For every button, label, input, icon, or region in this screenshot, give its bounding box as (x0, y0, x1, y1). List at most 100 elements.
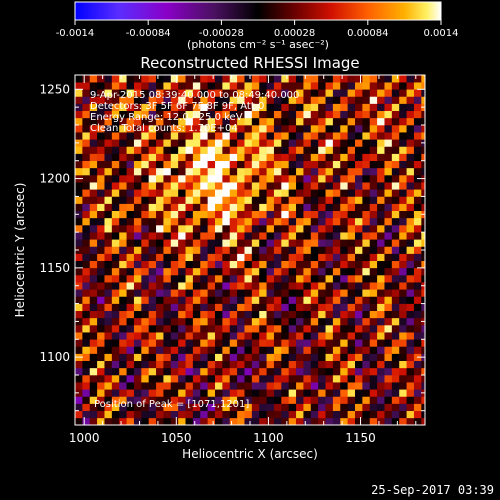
heatmap-cell (377, 132, 385, 140)
heatmap-cell (369, 160, 378, 169)
heatmap-cell (399, 396, 407, 404)
heatmap-cell (310, 175, 319, 183)
heatmap-cell (332, 317, 341, 326)
heatmap-cell (332, 375, 341, 383)
heatmap-cell (104, 417, 113, 425)
heatmap-cell (148, 360, 157, 369)
heatmap-cell (104, 375, 113, 383)
heatmap-cell (362, 217, 371, 226)
heatmap-cell (281, 103, 289, 112)
heatmap-cell (303, 82, 312, 90)
heatmap-cell (156, 382, 164, 390)
heatmap-cell (362, 267, 371, 276)
heatmap-cell (318, 217, 326, 226)
heatmap-cell (82, 239, 91, 247)
heatmap-cell (318, 317, 326, 326)
heatmap-cell (421, 396, 425, 404)
heatmap-cell (185, 275, 194, 283)
heatmap-cell (185, 403, 194, 412)
heatmap-cell (259, 96, 267, 104)
heatmap-cell (281, 367, 289, 376)
heatmap-cell (148, 167, 157, 176)
heatmap-cell (259, 175, 267, 183)
heatmap-cell (340, 260, 348, 269)
heatmap-cell (251, 410, 260, 419)
heatmap-cell (384, 82, 393, 90)
heatmap-cell (281, 289, 289, 297)
heatmap-cell (281, 310, 289, 319)
heatmap-cell (133, 275, 142, 283)
heatmap-cell (222, 139, 231, 147)
heatmap-cell (369, 360, 378, 369)
heatmap-cell (340, 96, 348, 104)
heatmap-cell (192, 210, 201, 219)
heatmap-cell (178, 367, 186, 376)
heatmap-cell (251, 103, 260, 112)
heatmap-cell (222, 367, 231, 376)
heatmap-cell (141, 132, 149, 140)
heatmap-cell (413, 225, 422, 233)
heatmap-cell (413, 317, 422, 326)
heatmap-cell (229, 396, 238, 404)
heatmap-cell (148, 303, 157, 312)
heatmap-cell (310, 346, 319, 354)
heatmap-cell (89, 289, 98, 297)
heatmap-cell (148, 353, 157, 362)
heatmap-cell (369, 225, 378, 233)
heatmap-cell (156, 360, 164, 369)
heatmap-cell (421, 75, 425, 83)
heatmap-cell (104, 325, 113, 333)
heatmap-cell (377, 82, 385, 90)
heatmap-cell (89, 89, 98, 97)
heatmap-cell (104, 382, 113, 390)
heatmap-cell (207, 146, 216, 154)
heatmap-cell (192, 332, 201, 340)
heatmap-cell (355, 360, 363, 369)
heatmap-cell (82, 146, 91, 154)
heatmap-cell (406, 225, 415, 233)
heatmap-cell (192, 189, 201, 197)
heatmap-cell (391, 139, 400, 147)
heatmap-cell (156, 217, 164, 226)
heatmap-cell (391, 182, 400, 190)
heatmap-cell (421, 289, 425, 297)
heatmap-cell (303, 167, 312, 176)
heatmap-cell (288, 132, 297, 140)
heatmap-cell (399, 117, 407, 126)
heatmap-cell (281, 296, 289, 304)
heatmap-cell (111, 246, 120, 254)
heatmap-cell (133, 225, 142, 233)
heatmap-cell (362, 110, 371, 119)
heatmap-cell (75, 375, 83, 383)
heatmap-cell (296, 339, 304, 347)
heatmap-cell (133, 75, 142, 83)
heatmap-cell (296, 210, 304, 219)
heatmap-cell (237, 103, 245, 112)
heatmap-cell (170, 410, 179, 419)
heatmap-cell (222, 110, 231, 119)
heatmap-cell (185, 282, 194, 290)
heatmap-cell (399, 167, 407, 176)
heatmap-cell (369, 167, 378, 176)
heatmap-cell (362, 360, 371, 369)
heatmap-cell (89, 139, 98, 147)
heatmap-cell (133, 189, 142, 197)
heatmap-cell (362, 75, 371, 83)
heatmap-cell (237, 196, 245, 204)
heatmap-cell (251, 89, 260, 97)
heatmap-cell (332, 282, 341, 290)
heatmap-cell (332, 225, 341, 233)
heatmap-cell (111, 260, 120, 269)
heatmap-cell (111, 282, 120, 290)
heatmap-cell (75, 339, 83, 347)
heatmap-cell (406, 260, 415, 269)
heatmap-cell (310, 182, 319, 190)
heatmap-cell (303, 117, 312, 126)
heatmap-cell (318, 146, 326, 154)
heatmap-cell (170, 110, 179, 119)
heatmap-cell (399, 146, 407, 154)
heatmap-cell (406, 367, 415, 376)
x-tick-label: 1100 (253, 431, 284, 445)
heatmap-cell (222, 89, 231, 97)
heatmap-cell (82, 360, 91, 369)
